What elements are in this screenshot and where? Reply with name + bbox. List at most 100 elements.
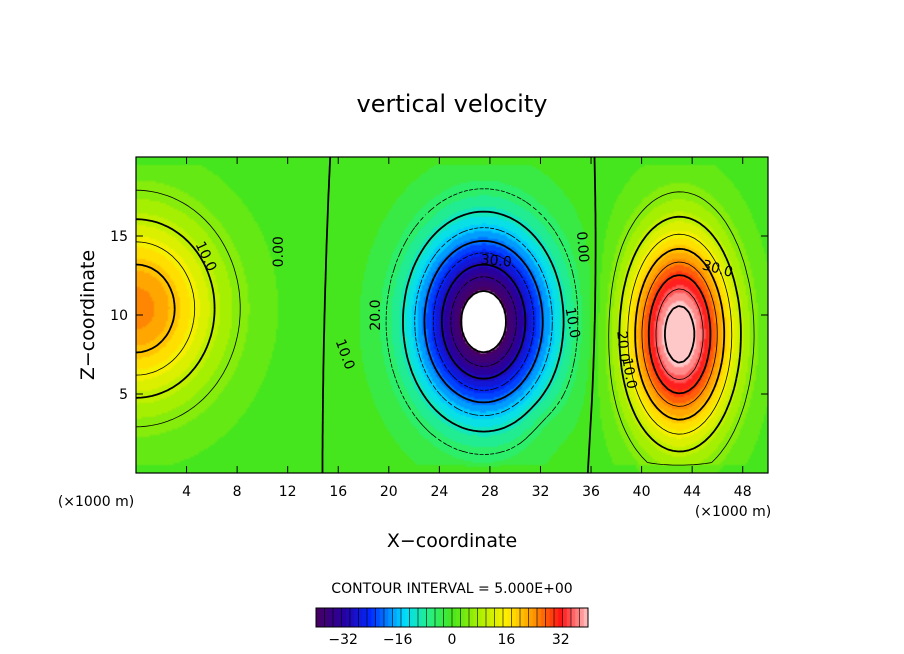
x-tick-label: 44 xyxy=(683,484,701,500)
contour-label: 30.0 xyxy=(480,252,512,271)
y-tick-label: 15 xyxy=(110,229,128,245)
contour-level xyxy=(641,261,718,407)
colorbar-swatch xyxy=(524,608,529,627)
colorbar-swatch xyxy=(558,608,563,627)
colorbar-swatch xyxy=(503,608,508,627)
colorbar-swatch xyxy=(341,608,347,627)
contour-level xyxy=(423,240,544,404)
colorbar-swatch xyxy=(473,608,478,627)
x-unit-right: (×1000 m) xyxy=(695,504,771,520)
colorbar-swatch xyxy=(520,608,525,627)
x-tick-label: 8 xyxy=(233,484,242,500)
contour-label: 0.00 xyxy=(573,231,592,263)
x-tick-label: 20 xyxy=(380,484,398,500)
colorbar-swatch xyxy=(452,608,457,627)
x-unit-left: (×1000 m) xyxy=(58,494,134,510)
contour-interval-text: CONTOUR INTERVAL = 5.000E+00 xyxy=(331,581,572,597)
colorbar-swatch xyxy=(464,608,470,627)
colorbar-swatch xyxy=(571,608,576,627)
contour-level xyxy=(135,247,726,421)
colorbar-swatch xyxy=(460,608,466,627)
y-axis-label: Z−coordinate xyxy=(77,250,99,380)
contour-level xyxy=(664,305,696,364)
colorbar: −32 −16 0 16 32 xyxy=(315,607,589,648)
chart-title: vertical velocity xyxy=(357,90,548,118)
colorbar-swatch xyxy=(507,608,512,627)
x-tick-label: 48 xyxy=(734,484,752,500)
contour-level xyxy=(440,263,527,380)
colorbar-swatch xyxy=(554,608,559,627)
x-tick-label: 4 xyxy=(182,484,191,500)
colorbar-tick-label: −16 xyxy=(383,632,413,648)
colorbar-swatch xyxy=(379,608,385,627)
x-tick-label: 40 xyxy=(633,484,651,500)
colorbar-swatch xyxy=(362,608,368,627)
colorbar-swatch xyxy=(532,608,538,627)
colorbar-swatch xyxy=(435,608,440,627)
colorbar-swatch xyxy=(413,608,419,627)
colorbar-swatch xyxy=(477,608,483,627)
colorbar-swatch xyxy=(371,608,376,627)
x-axis-label: X−coordinate xyxy=(387,530,517,552)
colorbar-swatch xyxy=(345,608,351,627)
colorbar-swatch xyxy=(396,608,402,627)
colorbar-tick-label: 0 xyxy=(448,632,457,648)
y-axis: 5 10 15 xyxy=(110,229,768,403)
colorbar-swatch xyxy=(528,608,534,627)
contour-level xyxy=(135,189,755,466)
colorbar-tick-label: 32 xyxy=(552,632,570,648)
y-tick-label: 10 xyxy=(110,308,128,324)
colorbar-swatch xyxy=(384,608,389,627)
contour-level xyxy=(655,288,704,380)
contour-label: 10.0 xyxy=(618,357,639,390)
colorbar-swatch xyxy=(549,608,555,627)
x-tick-label: 24 xyxy=(430,484,448,500)
colorbar-swatch xyxy=(515,608,521,627)
colorbar-frame xyxy=(315,607,589,628)
colorbar-swatch xyxy=(405,608,410,627)
colorbar-swatch xyxy=(498,608,504,627)
contour-label: 20.0 xyxy=(613,330,632,362)
colorbar-swatch xyxy=(545,608,551,627)
colorbar-swatch xyxy=(333,608,338,627)
contour-label: 30.0 xyxy=(700,257,734,281)
colorbar-swatch xyxy=(324,608,330,627)
contour-level xyxy=(450,276,517,367)
y-tick-label: 5 xyxy=(119,387,128,403)
colorbar-swatch xyxy=(583,608,589,627)
colorbar-swatch xyxy=(426,608,432,627)
colorbar-swatch xyxy=(401,608,406,627)
colorbar-tick-label: 16 xyxy=(497,632,515,648)
colorbar-swatch xyxy=(537,608,542,627)
colorbar-swatch xyxy=(456,608,461,627)
contour-label: 10.0 xyxy=(561,306,582,339)
x-axis: 4 8 12 16 20 24 28 32 36 40 44 48 xyxy=(182,157,752,500)
contour-level xyxy=(385,188,579,455)
colorbar-swatch xyxy=(392,608,398,627)
x-tick-label: 12 xyxy=(279,484,297,500)
colorbar-swatch xyxy=(375,608,381,627)
colorbar-swatch xyxy=(562,608,568,627)
colorbar-swatch xyxy=(328,608,334,627)
x-tick-label: 28 xyxy=(481,484,499,500)
contour-level xyxy=(321,156,597,474)
contour-level xyxy=(432,252,535,391)
colorbar-swatch xyxy=(486,608,491,627)
colorbar-swatch xyxy=(481,608,487,627)
colorbar-swatch xyxy=(430,608,436,627)
colorbar-swatch xyxy=(358,608,364,627)
contour-level xyxy=(402,210,565,433)
contour-level xyxy=(135,233,733,435)
colorbar-swatch xyxy=(579,608,585,627)
contour-label: 0.00 xyxy=(271,236,287,267)
contour-lines xyxy=(135,156,755,474)
colorbar-swatch xyxy=(350,608,355,627)
colorbar-tick-label: −32 xyxy=(328,632,358,648)
colorbar-swatch xyxy=(354,608,359,627)
contour-level xyxy=(414,227,553,416)
colorbar-swatch xyxy=(439,608,444,627)
colorbar-swatch xyxy=(320,608,325,627)
x-tick-label: 32 xyxy=(532,484,550,500)
